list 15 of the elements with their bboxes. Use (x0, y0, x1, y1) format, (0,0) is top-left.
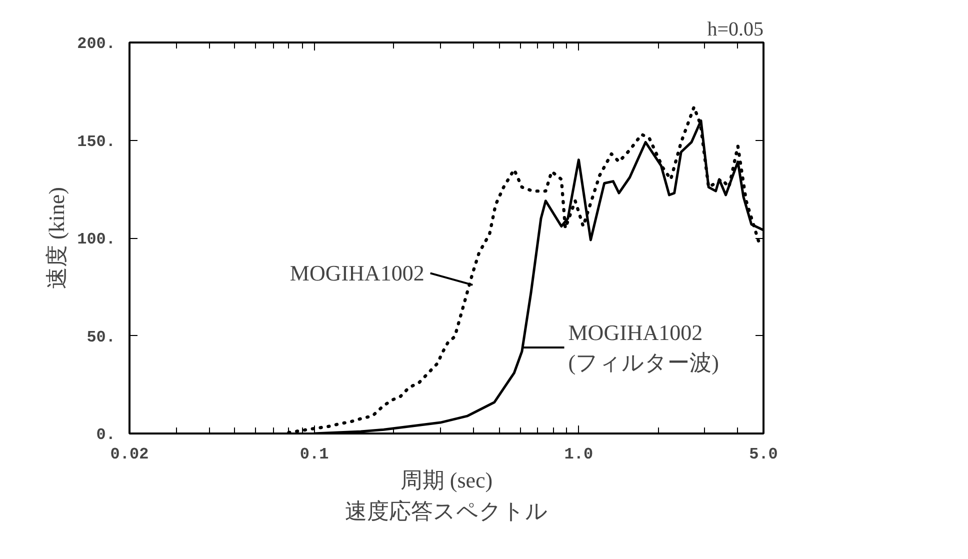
annotation: MOGIHA1002 (290, 260, 424, 286)
y-tick-label: 0. (96, 426, 116, 444)
x-tick-label: 5.0 (749, 446, 778, 464)
y-tick-label: 100. (77, 230, 116, 248)
x-tick-label: 0.02 (110, 446, 149, 464)
y-tick-label: 200. (77, 35, 116, 53)
x-axis-title: 周期 (sec) (400, 468, 493, 492)
y-axis-title: 速度 (kine) (44, 186, 70, 290)
annotation: MOGIHA1002 (フィルター波) (568, 320, 719, 375)
x-tick-label: 0.1 (300, 446, 329, 464)
y-tick-label: 150. (77, 132, 116, 151)
x-tick-label: 1.0 (564, 446, 594, 464)
y-tick-label: 50. (86, 328, 116, 346)
chart-title: h=0.05 (707, 18, 764, 40)
text: 速度応答スペクトル (345, 498, 548, 524)
